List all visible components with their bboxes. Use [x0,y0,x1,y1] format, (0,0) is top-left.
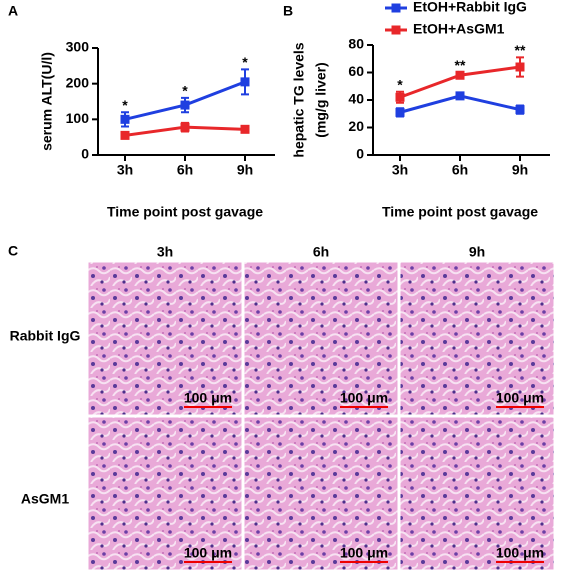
column-label: 9h [469,244,485,260]
marker [120,130,130,140]
marker [455,91,465,101]
y-tick-label: 100 [66,110,90,126]
x-axis-label: Time point post gavage [107,204,263,220]
column-label: 6h [313,244,329,260]
marker [455,70,465,80]
x-tick-label: 6h [452,162,468,178]
legend-marker [391,3,401,13]
significance-mark: * [122,97,128,113]
y-axis-label: hepatic TG levels [291,42,307,157]
x-tick-label: 3h [117,162,133,178]
scale-bar-label: 100 μm [340,390,388,406]
marker [395,92,405,102]
legend-label: EtOH+AsGM1 [413,21,505,37]
x-tick-label: 6h [177,162,193,178]
scale-bar-label: 100 μm [184,545,232,561]
histology-image [399,261,555,416]
row-label: Rabbit IgG [10,328,81,344]
legend-label: EtOH+Rabbit IgG [413,0,527,15]
significance-mark: * [242,54,248,70]
marker [395,107,405,117]
marker [515,62,525,72]
panel-label: C [8,243,18,259]
x-axis-label: Time point post gavage [382,204,538,220]
panel-label: B [283,3,293,19]
x-tick-label: 3h [392,162,408,178]
marker [180,122,190,132]
marker [120,114,130,124]
column-label: 3h [157,244,173,260]
marker [240,77,250,87]
panel-label: A [8,3,18,19]
y-axis-label: (mg/g liver) [313,62,329,137]
scale-bar-label: 100 μm [184,390,232,406]
significance-mark: * [182,83,188,99]
legend-marker [391,25,401,35]
histology-image [243,261,399,416]
histology-image [399,416,555,571]
y-tick-label: 200 [66,74,90,90]
scale-bar-label: 100 μm [496,390,544,406]
scale-bar-label: 100 μm [496,545,544,561]
y-tick-label: 40 [348,91,364,107]
histology-image [87,261,243,416]
row-label: AsGM1 [21,491,69,507]
y-tick-label: 60 [348,63,364,79]
x-tick-label: 9h [512,162,528,178]
histology-image [87,416,243,571]
marker [180,100,190,110]
y-tick-label: 0 [356,146,364,162]
marker [240,124,250,134]
marker [515,105,525,115]
scale-bar-label: 100 μm [340,545,388,561]
y-tick-label: 20 [348,118,364,134]
x-tick-label: 9h [237,162,253,178]
significance-mark: ** [515,42,526,58]
y-tick-label: 80 [348,36,364,52]
histology-image [243,416,399,571]
significance-mark: ** [455,57,466,73]
y-axis-label: serum ALT(U/l) [39,52,55,151]
significance-mark: * [397,76,403,92]
y-tick-label: 300 [66,39,90,55]
y-tick-label: 0 [81,146,89,162]
